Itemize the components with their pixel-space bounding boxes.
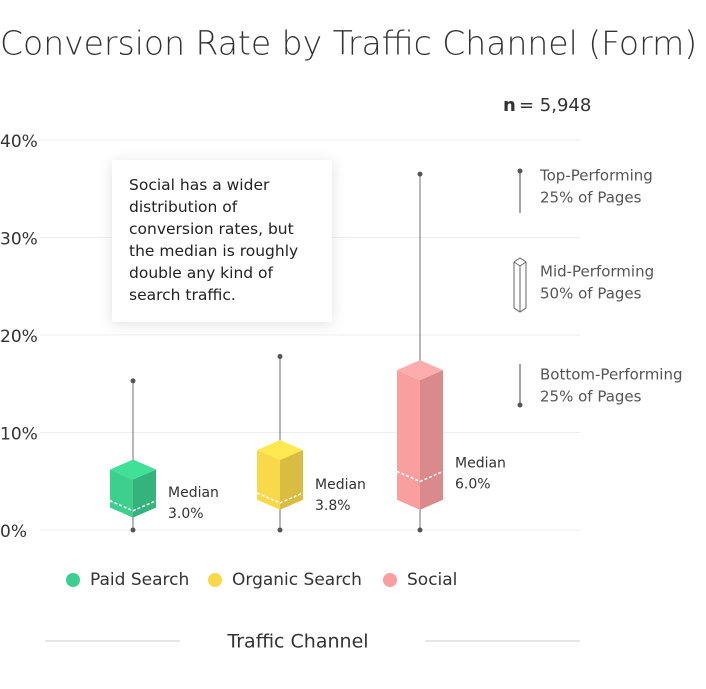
median-line bbox=[109, 500, 157, 512]
box-left bbox=[397, 370, 420, 510]
median-label: 6.0% bbox=[455, 477, 491, 493]
key-icon bbox=[519, 261, 527, 267]
key-label: 50% of Pages bbox=[540, 285, 642, 303]
n-value: = 5,948 bbox=[519, 95, 591, 116]
boxes: Median 3.0% Median 3.8% Median 6.0% bbox=[109, 171, 506, 533]
median-label: 3.8% bbox=[315, 498, 351, 514]
whisker-max bbox=[417, 171, 423, 177]
box-top bbox=[257, 440, 303, 461]
box-right bbox=[133, 469, 156, 518]
whisker-max bbox=[130, 378, 136, 384]
whisker-min bbox=[277, 527, 283, 533]
box-top bbox=[397, 360, 443, 381]
y-tick-label: 20% bbox=[0, 327, 38, 347]
key-label: 25% of Pages bbox=[540, 189, 642, 207]
x-axis-label: Traffic Channel bbox=[226, 631, 368, 653]
box-left bbox=[110, 469, 133, 518]
y-tick-label: 0% bbox=[0, 522, 27, 542]
key-icon bbox=[517, 168, 523, 174]
median-label: 3.0% bbox=[168, 506, 204, 522]
box-right bbox=[420, 370, 443, 510]
legend-label: Organic Search bbox=[232, 570, 362, 590]
y-tick-label: 10% bbox=[0, 425, 38, 445]
annotation: Social has a wider distribution of conve… bbox=[112, 160, 332, 322]
key-label: Mid-Performing bbox=[540, 263, 654, 281]
whisker-min bbox=[130, 527, 136, 533]
y-tick-label: 40% bbox=[0, 132, 38, 152]
key-label: 25% of Pages bbox=[540, 388, 642, 406]
median-line bbox=[396, 470, 444, 483]
legend-label: Paid Search bbox=[90, 570, 189, 590]
legend-marker bbox=[66, 573, 80, 587]
box-right bbox=[280, 450, 303, 510]
key-label: Top-Performing bbox=[539, 167, 653, 185]
legend-marker bbox=[208, 573, 222, 587]
whisker-max bbox=[277, 353, 283, 359]
key-icon bbox=[513, 257, 527, 313]
median-line bbox=[256, 492, 304, 504]
key-icon bbox=[517, 402, 523, 408]
legend-marker bbox=[383, 573, 397, 587]
whisker-min bbox=[417, 527, 423, 533]
median-text: Median bbox=[168, 485, 219, 501]
n-label: n bbox=[503, 95, 516, 116]
key-label: Bottom-Performing bbox=[540, 366, 683, 384]
y-tick-label: 30% bbox=[0, 230, 38, 250]
key-icons bbox=[513, 168, 527, 408]
median-text: Median bbox=[315, 477, 366, 493]
median-text: Median bbox=[455, 456, 506, 472]
legend-label: Social bbox=[407, 570, 457, 590]
key-icon bbox=[513, 261, 521, 267]
chart-title: Conversion Rate by Traffic Channel (Form… bbox=[0, 24, 697, 63]
box-top bbox=[110, 459, 156, 480]
